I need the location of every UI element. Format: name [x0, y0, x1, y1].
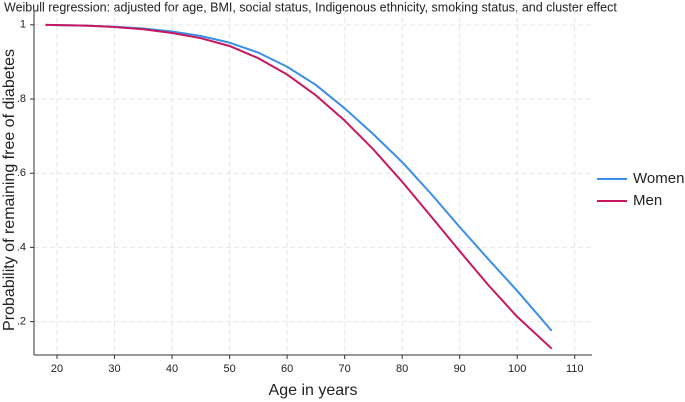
legend-label: Men: [633, 192, 662, 209]
y-tick-label: .6: [17, 167, 26, 179]
x-tick-label: 40: [166, 363, 178, 375]
x-tick-label: 20: [51, 363, 63, 375]
line-series: [45, 23, 553, 350]
x-tick-label: 70: [339, 363, 351, 375]
x-axis-label: Age in years: [269, 382, 358, 399]
x-tick-label: 90: [454, 363, 466, 375]
y-tick-label: .8: [17, 93, 26, 105]
x-tick-label: 100: [508, 363, 526, 375]
chart-title: Weibull regression: adjusted for age, BM…: [4, 0, 617, 14]
y-tick-label: .2: [17, 316, 26, 328]
x-tick-label: 110: [566, 363, 584, 375]
x-tick-label: 50: [223, 363, 235, 375]
y-tick-label: 1: [20, 19, 26, 31]
y-tick-label: .4: [17, 241, 26, 253]
legend-label: Women: [633, 170, 684, 187]
x-tick-label: 30: [108, 363, 120, 375]
x-tick-label: 60: [281, 363, 293, 375]
y-axis-label: Probability of remaining free of diabete…: [1, 49, 18, 331]
x-tick-label: 80: [396, 363, 408, 375]
